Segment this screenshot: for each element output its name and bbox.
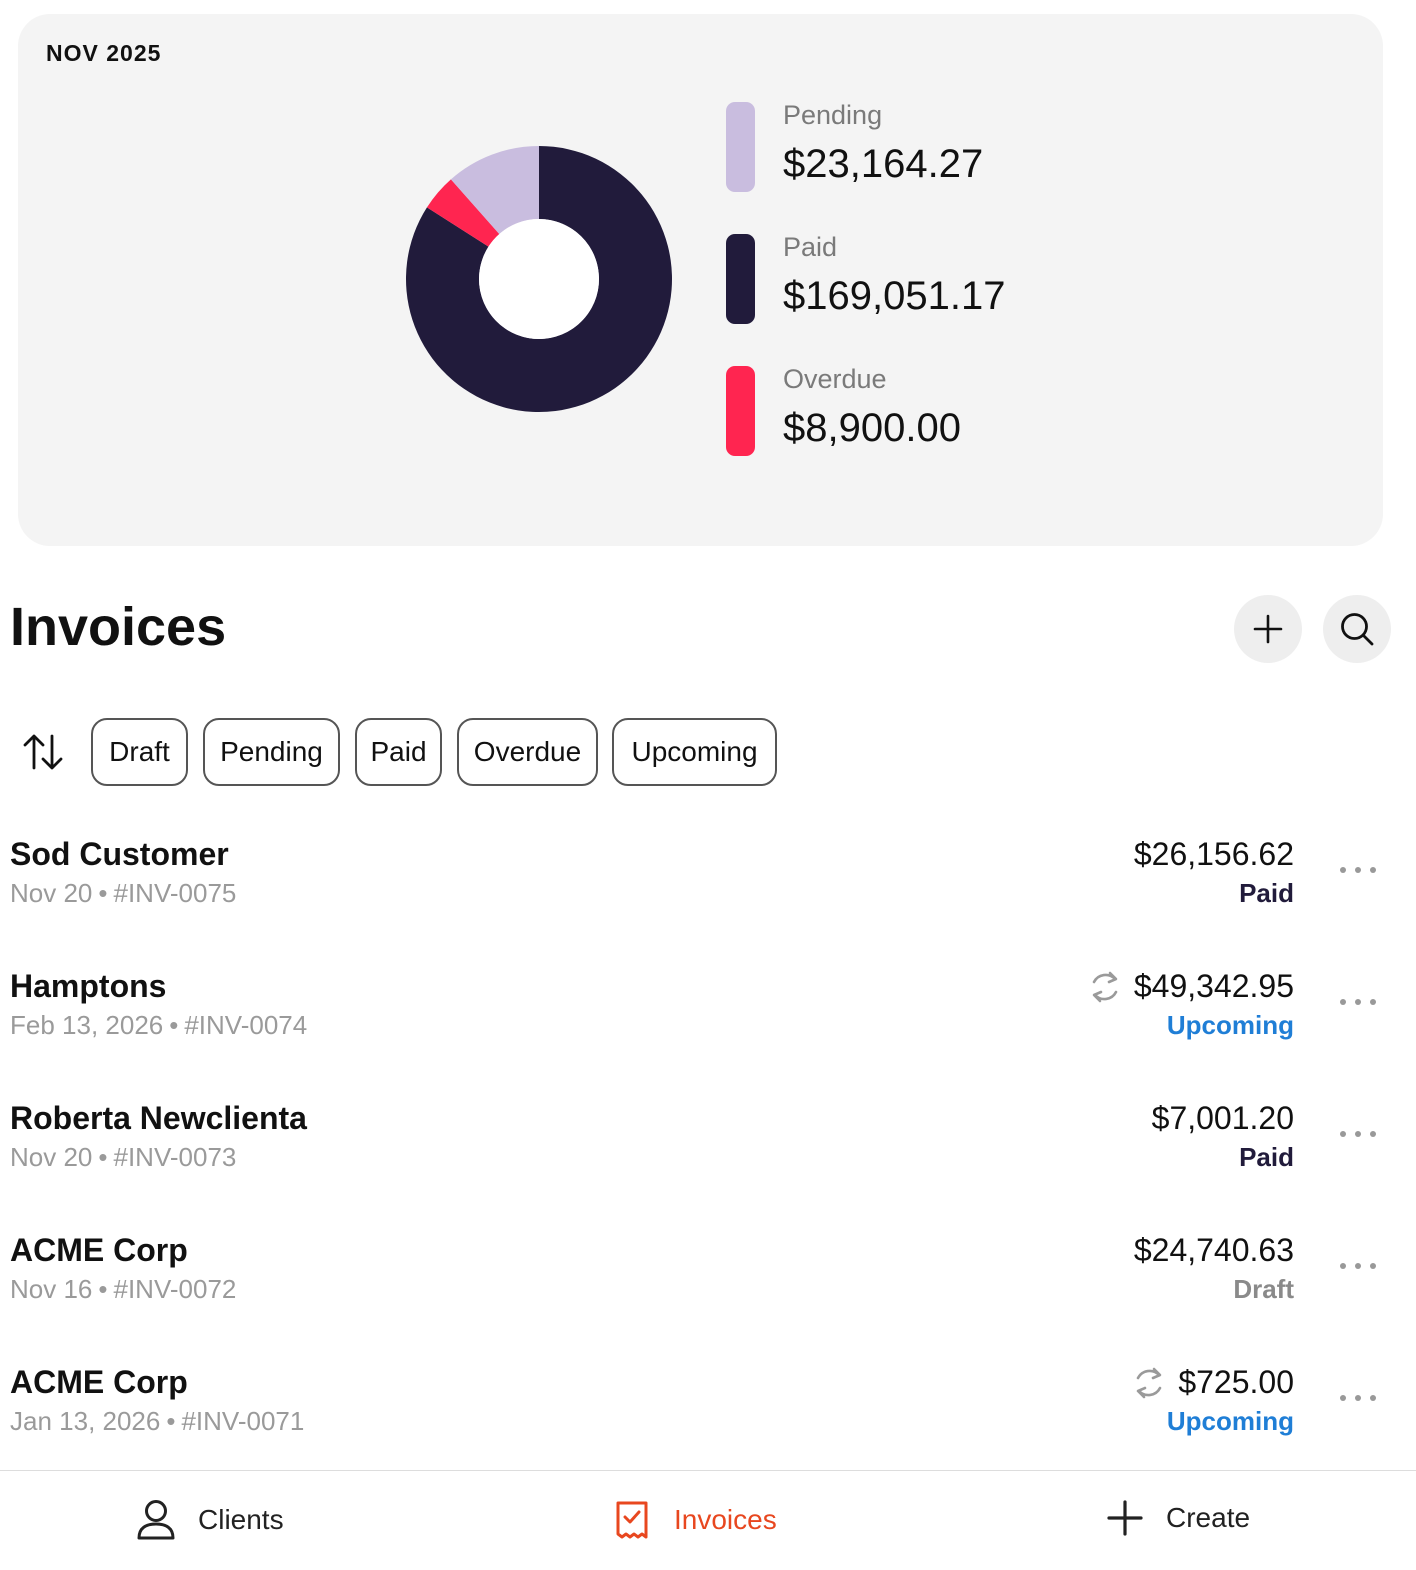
invoice-date: Nov 16: [10, 1274, 93, 1304]
nav-label-create: Create: [1166, 1502, 1251, 1533]
amount-wrap: $7,001.20: [1152, 1100, 1294, 1137]
donut-slice-overdue: [426, 179, 500, 247]
legend-swatch-overdue: [726, 366, 755, 456]
nav-label-clients: Clients: [198, 1504, 284, 1535]
client-name: ACME Corp: [10, 1232, 188, 1268]
bottom-nav: Clients Invoices Create: [0, 1470, 1416, 1570]
search-icon: [1341, 613, 1374, 646]
invoice-meta: Nov 20 • #INV-0075: [10, 878, 236, 909]
legend-value-overdue: $8,900.00: [783, 406, 961, 450]
plus-icon: [1253, 614, 1283, 644]
sort-arrows-icon: [23, 734, 63, 770]
nav-label-invoices: Invoices: [674, 1504, 777, 1535]
plus-icon: [1107, 1500, 1143, 1536]
invoice-amount: $49,342.95: [1133, 968, 1294, 1004]
invoice-meta: Jan 13, 2026 • #INV-0071: [10, 1406, 304, 1437]
separator-dot: •: [98, 878, 108, 908]
invoice-amount: $7,001.20: [1151, 1100, 1294, 1136]
separator-dot: •: [98, 1142, 108, 1172]
invoice-amount: $725.00: [1178, 1364, 1294, 1400]
person-icon: [137, 1500, 175, 1540]
amount-wrap: $725.00: [1132, 1364, 1294, 1401]
invoice-date: Jan 13, 2026: [10, 1406, 161, 1436]
invoice-date: Nov 20: [10, 878, 93, 908]
legend-label-paid: Paid: [783, 232, 838, 262]
status-badge: Draft: [1233, 1274, 1294, 1304]
amount-wrap: $49,342.95: [1088, 968, 1294, 1005]
client-name: Hamptons: [10, 968, 167, 1004]
client-name: Roberta Newclienta: [10, 1100, 307, 1136]
client-name: ACME Corp: [10, 1364, 188, 1400]
invoice-row[interactable]: Sod Customer Nov 20 • #INV-0075 $26,156.62…: [0, 836, 1416, 968]
nav-item-clients[interactable]: Clients: [136, 1499, 284, 1541]
status-badge: Upcoming: [1166, 1406, 1294, 1436]
filter-chip-upcoming[interactable]: Upcoming: [612, 718, 777, 786]
invoice-number: #INV-0073: [113, 1142, 237, 1172]
status-badge: Paid: [1239, 1142, 1294, 1172]
summary-card: NOV 2025 Pending $23,164.27 Paid $169,05…: [18, 14, 1383, 546]
recurring-icon: [1092, 971, 1118, 1002]
add-invoice-button[interactable]: [1234, 595, 1302, 663]
invoice-row[interactable]: Roberta Newclienta Nov 20 • #INV-0073 $7,0…: [0, 1100, 1416, 1232]
donut-slice-paid: [405, 146, 672, 412]
invoice-row[interactable]: Hamptons Feb 13, 2026 • #INV-0074 $49,342.…: [0, 968, 1416, 1100]
legend-swatch-pending: [726, 102, 755, 192]
separator-dot: •: [169, 1010, 179, 1040]
legend-value-pending: $23,164.27: [783, 142, 984, 186]
recurring-icon: [1137, 1367, 1162, 1398]
invoice-amount: $26,156.62: [1133, 836, 1294, 872]
amount-wrap: $26,156.62: [1134, 836, 1294, 873]
invoice-amount: $24,740.63: [1133, 1232, 1294, 1268]
client-name: Sod Customer: [10, 836, 229, 872]
invoice-meta: Feb 13, 2026 • #INV-0074: [10, 1010, 307, 1041]
status-badge: Upcoming: [1166, 1010, 1294, 1040]
more-options-button[interactable]: [1338, 858, 1378, 882]
legend-value-paid: $169,051.17: [783, 274, 1006, 318]
donut-chart: [404, 144, 674, 414]
separator-dot: •: [166, 1406, 176, 1436]
donut-hole: [479, 219, 599, 339]
more-options-button[interactable]: [1338, 1386, 1378, 1410]
invoice-row[interactable]: ACME Corp Nov 16 • #INV-0072 $24,740.63 Dr…: [0, 1232, 1416, 1364]
invoice-meta: Nov 16 • #INV-0072: [10, 1274, 236, 1305]
invoice-number: #INV-0074: [184, 1010, 308, 1040]
period-label: NOV 2025: [46, 40, 162, 66]
more-options-button[interactable]: [1338, 990, 1378, 1014]
invoice-date: Nov 20: [10, 1142, 93, 1172]
receipt-icon: [616, 1501, 648, 1539]
sort-button[interactable]: [22, 732, 64, 772]
page-title: Invoices: [10, 597, 227, 657]
donut-chart-svg: [405, 146, 672, 412]
invoice-row[interactable]: ACME Corp Jan 13, 2026 • #INV-0071 $725.00…: [0, 1364, 1416, 1496]
amount-wrap: $24,740.63: [1134, 1232, 1294, 1269]
donut-slice-pending: [450, 146, 539, 235]
invoice-meta: Nov 20 • #INV-0073: [10, 1142, 236, 1173]
filter-row: Draft Pending Paid Overdue Upcoming: [0, 718, 1416, 786]
nav-item-invoices[interactable]: Invoices: [612, 1499, 777, 1541]
invoice-date: Feb 13, 2026: [10, 1010, 164, 1040]
legend-label-overdue: Overdue: [783, 364, 887, 394]
invoice-number: #INV-0072: [113, 1274, 237, 1304]
status-badge: Paid: [1239, 878, 1294, 908]
more-options-button[interactable]: [1338, 1122, 1378, 1146]
separator-dot: •: [98, 1274, 108, 1304]
filter-chip-draft[interactable]: Draft: [91, 718, 188, 786]
legend-swatch-paid: [726, 234, 755, 324]
filter-chip-paid[interactable]: Paid: [355, 718, 442, 786]
legend-label-pending: Pending: [783, 100, 883, 130]
filter-chip-overdue[interactable]: Overdue: [457, 718, 598, 786]
more-options-button[interactable]: [1338, 1254, 1378, 1278]
invoice-number: #INV-0071: [181, 1406, 305, 1436]
nav-item-create[interactable]: Create: [1106, 1499, 1250, 1537]
search-button[interactable]: [1323, 595, 1391, 663]
invoice-number: #INV-0075: [113, 878, 237, 908]
filter-chip-pending[interactable]: Pending: [203, 718, 340, 786]
